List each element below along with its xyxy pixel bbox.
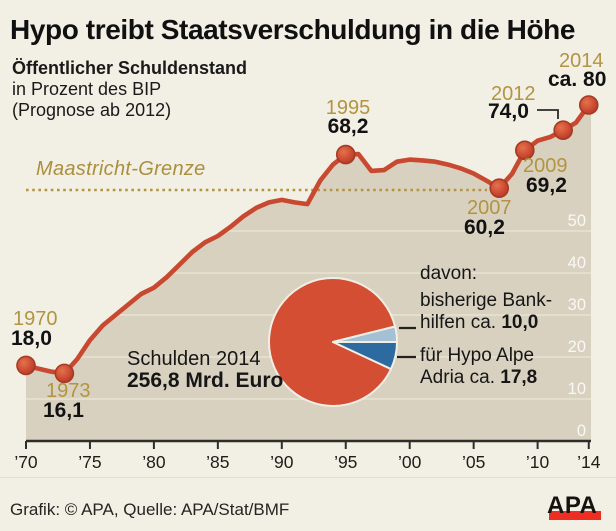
data-point-2007 — [489, 178, 510, 198]
pie-slice2-value: 17,8 — [500, 367, 538, 388]
pie-total-line1: Schulden 2014 — [127, 348, 261, 370]
annotation-year-1970: 1970 — [13, 308, 58, 330]
pie-slice2-label: für Hypo Alpe Adria ca. 17,8 — [420, 345, 537, 389]
maastricht-limit-label: Maastricht-Grenze — [36, 158, 206, 180]
data-point-2012 — [553, 120, 573, 140]
pie-slice1-prefix: hilfen ca. — [420, 312, 502, 333]
annotation-value-2007: 60,2 — [464, 216, 505, 239]
annotation-value-2012: 74,0 — [488, 100, 529, 123]
pie-slice2-prefix: Adria ca. — [420, 367, 501, 388]
apa-logo-red-bar — [549, 511, 601, 520]
annotation-value-1973: 16,1 — [43, 399, 84, 422]
annotation-year-2012: 2012 — [491, 83, 536, 105]
data-point-1970 — [16, 355, 36, 376]
data-point-1995 — [335, 144, 356, 165]
annotation-year-2007: 2007 — [467, 197, 512, 219]
annotation-year-1973: 1973 — [46, 380, 91, 402]
annotation-value-2009: 69,2 — [526, 174, 567, 197]
x-tick-label-2000: ’00 — [398, 452, 422, 472]
x-tick-label-2005: ’05 — [462, 452, 485, 472]
annotation-year-2014: 2014 — [559, 50, 604, 72]
pie-total-line2: 256,8 Mrd. Euro — [127, 369, 284, 392]
annotation-value-1970: 18,0 — [11, 327, 52, 350]
y-axis-label-40: 40 — [568, 254, 586, 272]
x-tick-label-1970: ’70 — [14, 452, 38, 472]
pie-slice2-line1: für Hypo Alpe — [420, 345, 535, 366]
x-tick-label-1995: ’95 — [334, 452, 357, 472]
annotation-value-1995: 68,2 — [327, 115, 369, 138]
data-point-1973 — [54, 363, 75, 384]
data-point-2014 — [578, 95, 599, 115]
y-axis-label-10: 10 — [568, 380, 586, 398]
pie-slice-hypo — [332, 341, 398, 370]
x-tick-label-2010: ’10 — [526, 452, 550, 472]
y-axis-label-20: 20 — [568, 338, 586, 356]
source-credit: Grafik: © APA, Quelle: APA/Stat/BMF — [10, 500, 290, 519]
data-point-2009 — [515, 140, 535, 161]
pie-slice1-line1: bisherige Bank- — [420, 290, 553, 311]
footer-divider — [0, 477, 616, 478]
x-tick-label-1985: ’85 — [206, 452, 229, 472]
y-axis-label-50: 50 — [568, 212, 586, 230]
x-tick-label-1980: ’80 — [142, 452, 166, 472]
page-title: Hypo treibt Staatsverschuldung in die Hö… — [10, 14, 576, 45]
annotation-connector-2012 — [537, 109, 559, 119]
pie-breakdown-header: davon: — [420, 263, 478, 284]
subtitle-line3: (Prognose ab 2012) — [12, 100, 172, 120]
annotation-year-2009: 2009 — [523, 155, 568, 177]
x-tick-label-1975: ’75 — [78, 452, 101, 472]
annotation-year-1995: 1995 — [325, 97, 371, 119]
subtitle-line1: Öffentlicher Schuldenstand — [12, 58, 248, 78]
y-axis-label-0: 0 — [577, 422, 586, 440]
chart-subtitle: Öffentlicher Schuldenstand in Prozent de… — [12, 58, 247, 121]
apa-logo: APA — [547, 492, 603, 522]
y-axis-label-30: 30 — [568, 296, 586, 314]
annotation-value-2014: ca. 80 — [548, 68, 607, 91]
x-tick-label-2014: ’14 — [577, 452, 601, 472]
pie-total-label: Schulden 2014 256,8 Mrd. Euro — [127, 348, 283, 392]
x-tick-label-1990: ’90 — [270, 452, 294, 472]
apa-logo-text: APA — [547, 492, 598, 519]
pie-slice1-value: 10,0 — [501, 312, 539, 333]
subtitle-line2: in Prozent des BIP — [12, 79, 162, 99]
pie-slice1-label: bisherige Bank- hilfen ca. 10,0 — [420, 290, 552, 334]
